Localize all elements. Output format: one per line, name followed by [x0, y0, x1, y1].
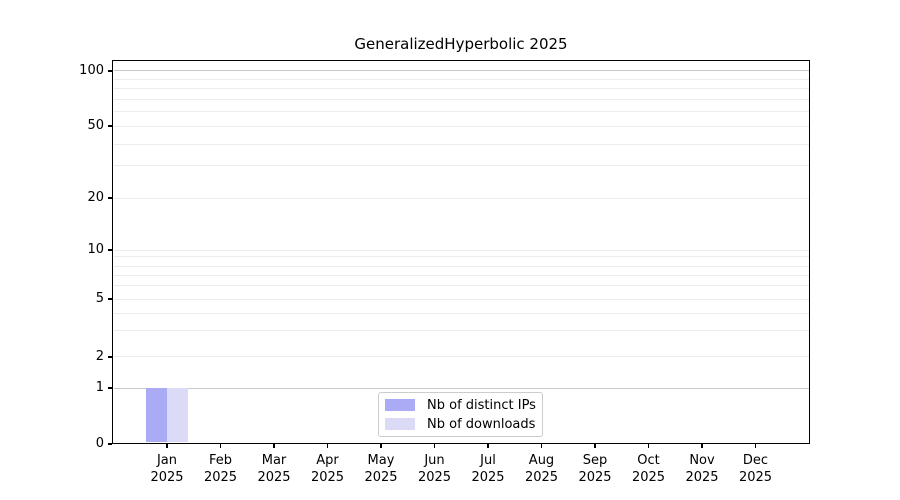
x-tick-label-may: May 2025: [349, 452, 413, 486]
x-tick-label-oct: Oct 2025: [617, 452, 681, 486]
y-tick-label-0: 0: [95, 436, 104, 451]
y-tick-mark-1: [107, 387, 112, 389]
y-tick-mark-10: [107, 249, 112, 251]
chart-title: GeneralizedHyperbolic 2025: [354, 35, 568, 53]
x-tick-label-year: 2025: [524, 470, 559, 485]
bar-distinct-ips-jan: [146, 388, 167, 443]
gridline-y-80: [113, 88, 809, 90]
gridline-y-5: [113, 298, 809, 300]
x-tick-label-sep: Sep 2025: [563, 452, 627, 486]
gridline-y-1: [113, 387, 809, 389]
x-tick-label-year: 2025: [203, 470, 238, 485]
gridline-y-60: [113, 110, 809, 112]
x-tick-mark-aug: [540, 444, 543, 448]
legend: Nb of distinct IPs Nb of downloads: [378, 392, 543, 437]
plot-area: [112, 60, 810, 444]
x-tick-mark-sep: [594, 444, 596, 448]
x-tick-label-aug: Aug 2025: [510, 452, 574, 486]
gridline-y-4: [113, 312, 809, 314]
legend-swatch-downloads: [385, 418, 415, 430]
gridline-y-20: [113, 197, 809, 199]
y-tick-label-20: 20: [87, 190, 104, 205]
y-tick-label-2: 2: [95, 348, 104, 364]
y-tick-label-100: 100: [79, 62, 104, 78]
x-tick-label-month: May: [367, 453, 395, 468]
x-tick-label-year: 2025: [364, 470, 398, 485]
y-tick-label-1: 1: [95, 380, 104, 395]
y-tick-mark-0: [107, 443, 112, 445]
gridline-y-90: [113, 78, 809, 80]
x-tick-label-year: 2025: [685, 470, 719, 485]
x-tick-label-year: 2025: [257, 470, 291, 485]
x-tick-mark-mar: [273, 444, 275, 448]
x-tick-label-year: 2025: [471, 470, 505, 485]
x-tick-label-month: Jul: [480, 453, 496, 468]
y-tick-mark-5: [107, 298, 112, 300]
x-tick-label-month: Oct: [637, 453, 660, 468]
x-tick-label-apr: Apr 2025: [296, 452, 360, 486]
x-tick-label-jun: Jun 2025: [403, 452, 467, 486]
y-tick-mark-2: [107, 356, 112, 358]
x-tick-mark-jun: [433, 444, 436, 448]
x-tick-label-year: 2025: [417, 470, 452, 485]
legend-label-downloads: Nb of downloads: [427, 416, 536, 432]
legend-swatch-distinct-ips: [385, 399, 415, 411]
x-tick-mark-nov: [701, 444, 703, 448]
x-tick-label-jul: Jul 2025: [456, 452, 520, 486]
legend-label-distinct-ips: Nb of distinct IPs: [427, 397, 536, 413]
gridline-y-30: [113, 165, 809, 167]
x-tick-mark-may: [380, 444, 382, 448]
legend-item-distinct-ips: Nb of distinct IPs: [385, 397, 536, 413]
x-tick-label-month: Feb: [208, 453, 233, 468]
x-tick-label-year: 2025: [150, 470, 184, 485]
y-tick-mark-100: [107, 70, 112, 72]
x-tick-label-month: Nov: [689, 453, 715, 468]
y-tick-label-5: 5: [95, 291, 104, 306]
gridline-y-100: [113, 70, 809, 72]
x-tick-label-month: Jan: [156, 453, 178, 468]
x-tick-label-month: Dec: [742, 453, 769, 468]
gridline-y-7: [113, 274, 809, 276]
gridline-y-3: [113, 330, 809, 332]
x-tick-label-year: 2025: [631, 470, 666, 485]
x-tick-label-year: 2025: [738, 470, 773, 485]
x-tick-mark-apr: [326, 444, 329, 448]
y-tick-label-50: 50: [87, 118, 104, 133]
gridline-y-70: [113, 98, 809, 100]
x-tick-label-nov: Nov 2025: [670, 452, 734, 486]
x-tick-mark-jan: [166, 444, 168, 448]
y-tick-mark-20: [107, 197, 112, 199]
legend-item-downloads: Nb of downloads: [385, 416, 536, 432]
x-tick-label-feb: Feb 2025: [189, 452, 253, 486]
x-tick-label-month: Apr: [316, 453, 339, 468]
x-tick-label-dec: Dec 2025: [724, 452, 788, 486]
bar-downloads-jan: [167, 388, 188, 443]
gridline-y-8: [113, 265, 809, 267]
x-tick-mark-jul: [487, 444, 489, 448]
x-tick-label-year: 2025: [310, 470, 345, 485]
x-tick-label-year: 2025: [578, 470, 612, 485]
gridline-y-2: [113, 356, 809, 358]
x-tick-label-month: Jun: [424, 453, 445, 468]
gridline-y-50: [113, 125, 809, 127]
x-tick-label-mar: Mar 2025: [242, 452, 306, 486]
gridline-y-6: [113, 285, 809, 287]
x-tick-label-jan: Jan 2025: [135, 452, 199, 486]
x-tick-label-month: Sep: [582, 453, 608, 468]
y-tick-mark-50: [107, 125, 112, 127]
gridline-y-9: [113, 256, 809, 258]
x-tick-mark-feb: [219, 444, 222, 448]
gridline-y-10: [113, 249, 809, 251]
x-tick-mark-oct: [647, 444, 650, 448]
gridline-y-40: [113, 143, 809, 145]
x-tick-mark-dec: [754, 444, 757, 448]
y-tick-label-10: 10: [87, 242, 104, 257]
x-tick-label-month: Mar: [261, 453, 287, 468]
x-tick-label-month: Aug: [528, 453, 555, 468]
